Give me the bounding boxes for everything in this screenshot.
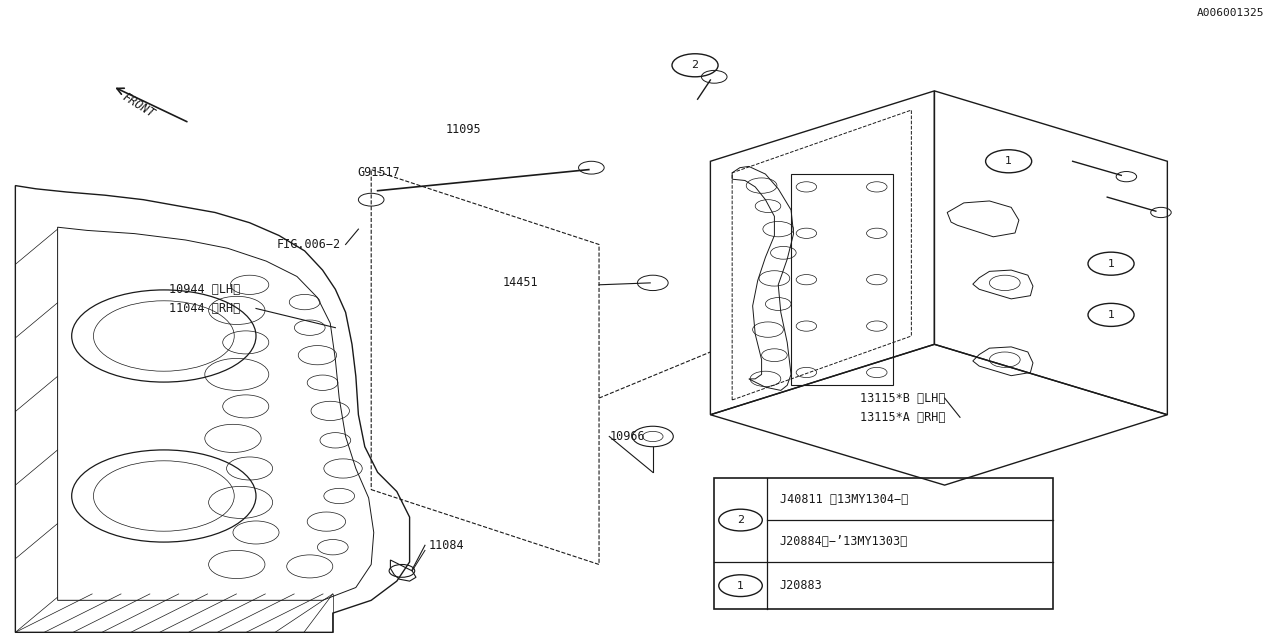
Text: 11044 〈RH〉: 11044 〈RH〉: [169, 302, 241, 315]
Text: 1: 1: [737, 580, 744, 591]
Text: J40811 〈13MY1304−〉: J40811 〈13MY1304−〉: [780, 493, 908, 506]
Text: 2: 2: [737, 515, 744, 525]
Text: 14451: 14451: [503, 276, 539, 289]
Bar: [714, 478, 1053, 609]
Text: J20884（−’13MY1303）: J20884（−’13MY1303）: [780, 534, 908, 548]
Text: 1: 1: [1107, 310, 1115, 320]
Text: J20883: J20883: [780, 579, 822, 592]
Text: A006001325: A006001325: [1197, 8, 1265, 18]
Text: FRONT: FRONT: [120, 91, 156, 120]
Text: G91517: G91517: [357, 166, 399, 179]
Text: 13115*B 〈LH〉: 13115*B 〈LH〉: [860, 392, 946, 404]
Text: 13115*A 〈RH〉: 13115*A 〈RH〉: [860, 411, 946, 424]
Text: FIG.006−2: FIG.006−2: [276, 238, 340, 251]
Text: 1: 1: [1005, 156, 1012, 166]
Text: 11095: 11095: [445, 123, 481, 136]
Text: 10944 〈LH〉: 10944 〈LH〉: [169, 283, 241, 296]
Text: 2: 2: [691, 60, 699, 70]
Text: 11084: 11084: [429, 539, 465, 552]
Text: 10966: 10966: [609, 430, 645, 443]
Text: 1: 1: [1107, 259, 1115, 269]
